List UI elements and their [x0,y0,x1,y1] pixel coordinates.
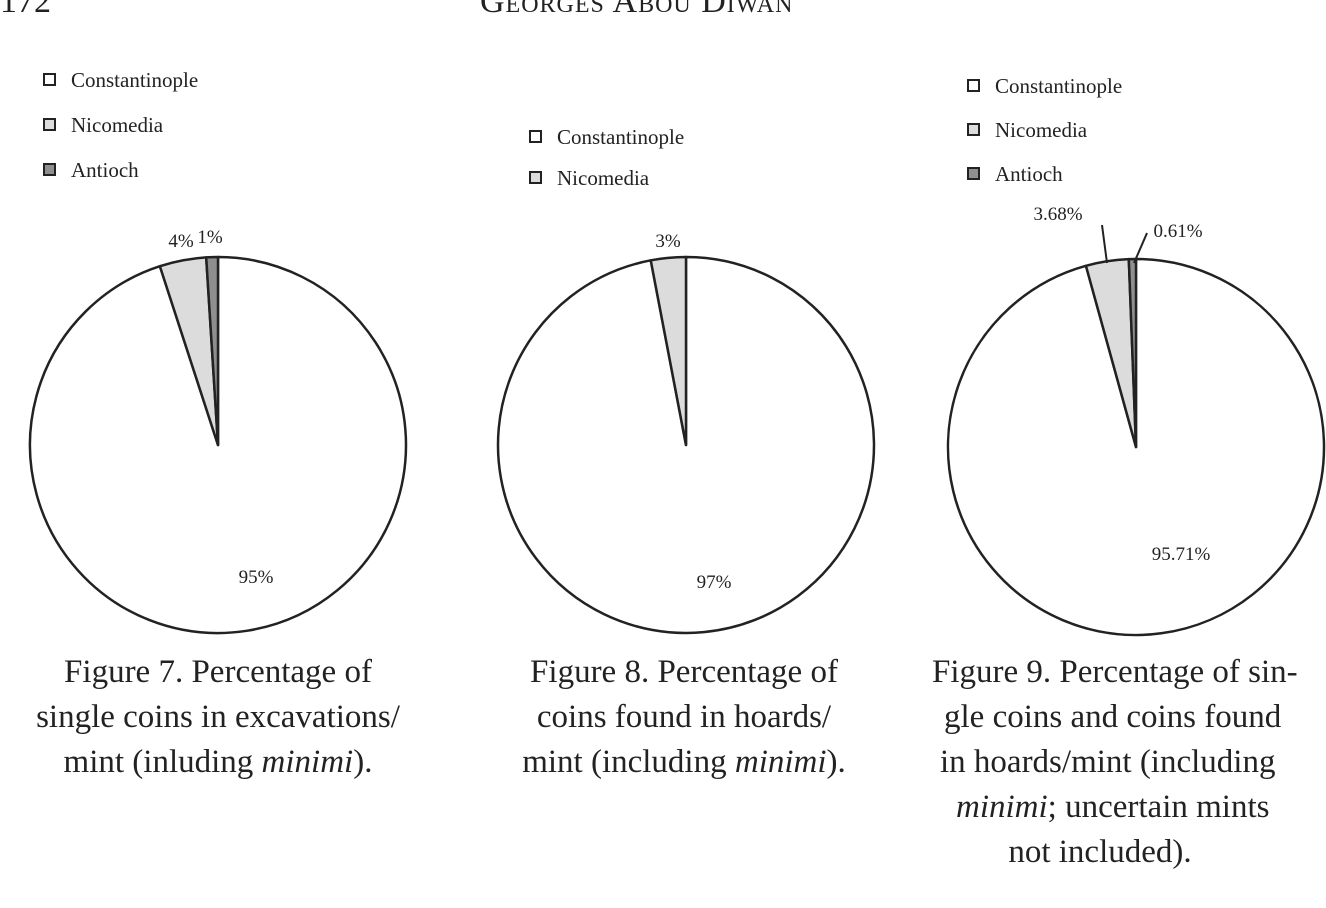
figure-9-caption: Figure 9. Percentage of sin- gle coins a… [924,650,1326,875]
running-head: Georges Abou Diwan [480,0,794,20]
legend-swatch-constantinople [529,130,542,143]
pie8-data-label: 3% [655,231,681,252]
leader-line [1133,232,1148,264]
legend-label-constantinople: Constantinople [71,68,198,92]
legend-swatch-antioch [967,167,980,180]
legend-label-antioch: Antioch [71,158,139,182]
legend-label-nicomedia: Nicomedia [557,166,650,190]
legend-label-nicomedia: Nicomedia [71,113,164,137]
figure-8-caption: Figure 8. Percentage of coins found in h… [484,650,884,785]
pie8-slice-nicomedia [649,255,688,447]
legend-swatch-constantinople [43,73,56,86]
legend-swatch-antioch [43,163,56,176]
pie8-data-label: 97% [697,572,732,593]
page-number: 172 [0,0,51,20]
caption-line: mint (including minimi). [522,744,846,780]
legend-label-antioch: Antioch [995,162,1063,186]
legend-swatch-nicomedia [43,118,56,131]
pie9-data-label: 0.61% [1153,221,1202,242]
caption-line: Figure 8. Percentage of [530,654,838,690]
legend-swatch-constantinople [967,79,980,92]
pie7-data-label: 95% [239,567,274,588]
caption-line: single coins in excavations/ [36,699,400,735]
caption-line: in hoards/mint (including [940,744,1276,780]
caption-line: not included). [1008,834,1192,870]
legend-label-constantinople: Constantinople [995,74,1122,98]
figure-7-caption: Figure 7. Percentage of single coins in … [0,650,436,785]
caption-line: mint (inluding minimi). [63,744,373,780]
legend-label-constantinople: Constantinople [557,125,684,149]
pie7-slice-antioch [204,255,220,447]
leader-line [1101,224,1108,264]
pie7-data-label: 4% [168,231,194,252]
pie7-data-label: 1% [197,227,223,248]
caption-line: gle coins and coins found [944,699,1282,735]
caption-line: Figure 9. Percentage of sin- [932,654,1298,690]
legend-swatch-nicomedia [529,171,542,184]
pie9-data-label: 95.71% [1152,544,1211,565]
pie9-data-label: 3.68% [1033,204,1082,225]
caption-line: Figure 7. Percentage of [64,654,372,690]
legend-swatch-nicomedia [967,123,980,136]
legend-label-nicomedia: Nicomedia [995,118,1088,142]
caption-line: minimi; uncertain mints [956,789,1270,825]
caption-line: coins found in hoards/ [536,699,832,735]
